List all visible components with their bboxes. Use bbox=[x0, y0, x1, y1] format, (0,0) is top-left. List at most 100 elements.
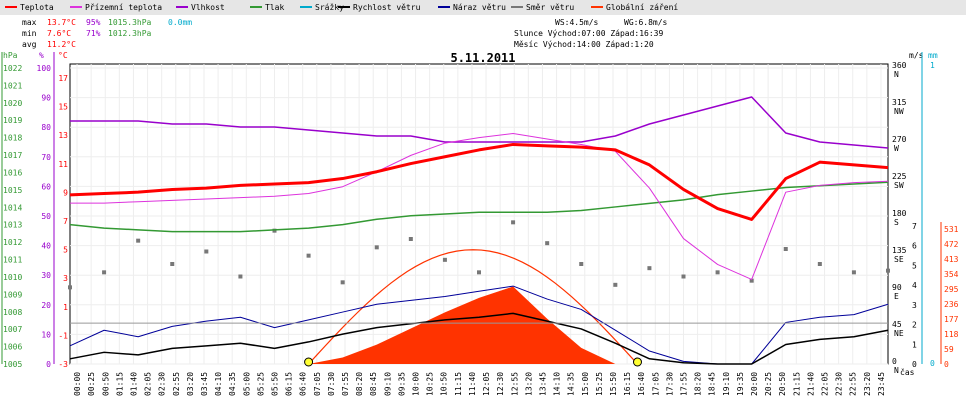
tick-time: 12:55 bbox=[510, 372, 519, 396]
tick-mm: 1 bbox=[930, 61, 935, 70]
tick-degc: -3 bbox=[58, 360, 68, 369]
tick-time: 19:10 bbox=[722, 372, 731, 396]
tick-time: 02:05 bbox=[144, 372, 153, 396]
stat-max-press: 1015.3hPa bbox=[108, 18, 152, 27]
chart-title: 5.11.2011 bbox=[450, 51, 515, 65]
tick-time: 12:05 bbox=[482, 372, 491, 396]
tick-time: 01:15 bbox=[115, 372, 124, 396]
tick-dir-name: SE bbox=[894, 255, 904, 264]
tick-dir-name: S bbox=[894, 218, 899, 227]
tick-time: 10:00 bbox=[412, 372, 421, 396]
radiation-area bbox=[70, 286, 888, 364]
tick-time: 10:25 bbox=[426, 372, 435, 396]
stat-max-rain: 0.0mm bbox=[168, 18, 192, 27]
series-wind-speed bbox=[69, 312, 889, 365]
tick-hpa: 1008 bbox=[3, 308, 22, 317]
tick-rad: 59 bbox=[944, 345, 954, 354]
tick-time: 04:35 bbox=[228, 372, 237, 396]
tick-hpa: 1005 bbox=[3, 360, 22, 369]
wind-direction-dot bbox=[783, 247, 788, 251]
tick-mm: 0 bbox=[930, 359, 935, 368]
tick-dir-deg: 45 bbox=[892, 320, 902, 329]
tick-time: 03:45 bbox=[200, 372, 209, 396]
tick-time: 11:40 bbox=[468, 372, 477, 396]
tick-ms: 0 bbox=[912, 360, 917, 369]
tick-rad: 118 bbox=[944, 330, 959, 339]
tick-time: 20:50 bbox=[778, 372, 787, 396]
stat-avg-temp: 11.2°C bbox=[47, 40, 76, 49]
tick-time: 07:55 bbox=[341, 372, 350, 396]
tick-pct: 10 bbox=[41, 330, 51, 339]
axes: 1022102110201019101810171016101510141013… bbox=[1, 52, 959, 375]
legend-label: Vlhkost bbox=[191, 3, 225, 12]
tick-pct: 30 bbox=[41, 271, 51, 280]
wind-direction-dot bbox=[442, 257, 447, 262]
tick-time: 01:40 bbox=[129, 372, 138, 396]
tick-time: 06:40 bbox=[299, 372, 308, 396]
axis-unit-mm: mm bbox=[928, 51, 938, 60]
tick-rad: 413 bbox=[944, 255, 959, 264]
tick-degc: -1 bbox=[58, 331, 68, 340]
tick-hpa: 1019 bbox=[3, 116, 22, 125]
tick-time: 21:40 bbox=[806, 372, 815, 396]
tick-rad: 531 bbox=[944, 225, 959, 234]
tick-time: 02:30 bbox=[158, 372, 167, 396]
tick-time: 06:15 bbox=[285, 372, 294, 396]
tick-time: 05:50 bbox=[271, 372, 280, 396]
tick-time: 15:50 bbox=[609, 372, 618, 396]
stat-max-temp: 13.7°C bbox=[47, 18, 76, 27]
astro-info: WS:4.5m/s WG:6.8m/s Slunce Východ:07:00 … bbox=[514, 18, 668, 49]
tick-hpa: 1016 bbox=[3, 168, 22, 177]
tick-time: 18:20 bbox=[694, 372, 703, 396]
tick-time: 13:45 bbox=[538, 372, 547, 396]
stats-block: max 13.7°C 95% 1015.3hPa 0.0mm min 7.6°C… bbox=[22, 18, 192, 49]
tick-time: 13:20 bbox=[524, 372, 533, 396]
tick-time: 14:35 bbox=[567, 372, 576, 396]
tick-time: 02:55 bbox=[172, 372, 181, 396]
tick-hpa: 1009 bbox=[3, 290, 22, 299]
tick-degc: 11 bbox=[58, 160, 68, 169]
wind-direction-dot bbox=[886, 268, 890, 273]
tick-dir-deg: 135 bbox=[892, 246, 907, 255]
axis-unit-degc: °C bbox=[58, 51, 68, 60]
tick-time: 08:45 bbox=[369, 372, 378, 396]
tick-hpa: 1018 bbox=[3, 134, 22, 143]
tick-time: 14:10 bbox=[553, 372, 562, 396]
tick-time: 17:55 bbox=[680, 372, 689, 396]
tick-degc: 9 bbox=[63, 188, 68, 197]
info-moon: Měsíc Východ:14:00 Západ:1:20 bbox=[514, 40, 654, 49]
wind-direction-dot bbox=[238, 274, 243, 279]
tick-time: 16:40 bbox=[637, 372, 646, 396]
tick-dir-name: E bbox=[894, 292, 899, 301]
stat-max-hum: 95% bbox=[86, 18, 101, 27]
wind-direction-dot bbox=[511, 220, 516, 225]
tick-ms: 7 bbox=[912, 222, 917, 231]
tick-pct: 60 bbox=[41, 182, 51, 191]
tick-hpa: 1010 bbox=[3, 273, 22, 282]
plot-area bbox=[68, 96, 890, 367]
tick-time: 22:55 bbox=[849, 372, 858, 396]
tick-time: 19:35 bbox=[736, 372, 745, 396]
tick-dir-deg: 315 bbox=[892, 98, 907, 107]
tick-dir-name: W bbox=[894, 144, 899, 153]
axis-unit-hpa: hPa bbox=[3, 51, 18, 60]
tick-time: 09:35 bbox=[397, 372, 406, 396]
tick-time: 17:30 bbox=[665, 372, 674, 396]
wind-direction-dot bbox=[681, 274, 686, 279]
tick-time: 07:05 bbox=[313, 372, 322, 396]
tick-rad: 177 bbox=[944, 315, 959, 324]
wind-direction-dot bbox=[306, 253, 311, 258]
axis-unit-pct: % bbox=[39, 51, 44, 60]
wind-direction-dot bbox=[68, 285, 72, 290]
tick-hpa: 1022 bbox=[3, 64, 22, 73]
tick-degc: 3 bbox=[63, 274, 68, 283]
tick-pct: 90 bbox=[41, 94, 51, 103]
stat-avg-label: avg bbox=[22, 40, 37, 49]
tick-dir-name: N bbox=[894, 70, 899, 79]
tick-time: 00:00 bbox=[73, 372, 82, 396]
tick-hpa: 1021 bbox=[3, 81, 22, 90]
tick-pct: 20 bbox=[41, 301, 51, 310]
tick-hpa: 1011 bbox=[3, 256, 22, 265]
tick-ms: 3 bbox=[912, 301, 917, 310]
